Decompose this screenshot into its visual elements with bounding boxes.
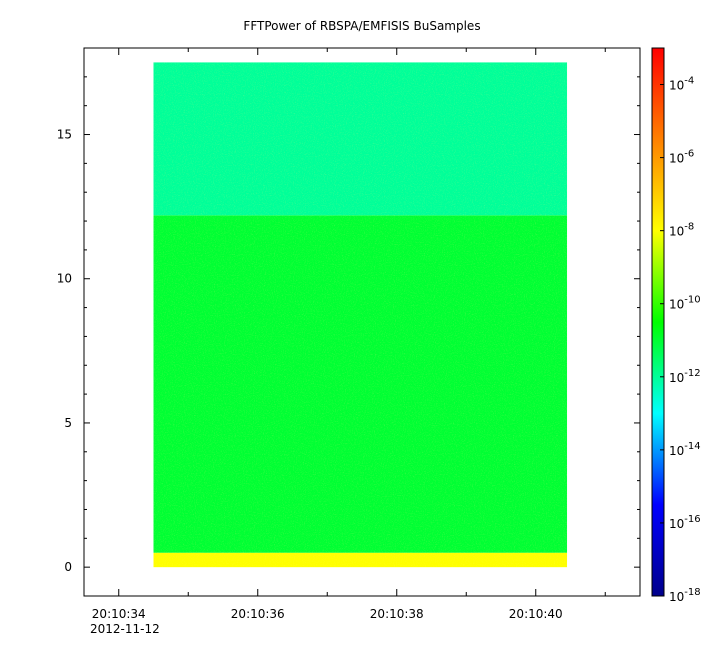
x-tick-label: 20:10:34 (92, 607, 146, 621)
y-tick-label: 0 (64, 560, 72, 574)
colorbar: 10-18 10-16 10-14 10-12 10-10 10-8 10-6 10-4 (651, 47, 701, 604)
chart-title: FFTPower of RBSPA/EMFISIS BuSamples (243, 19, 480, 33)
colorbar-tick-label: 10-16 (669, 514, 701, 531)
date-label: 2012-11-12 (90, 622, 160, 636)
colorbar-tick-label: 10-14 (669, 441, 701, 458)
colorbar-tick-label: 10-6 (669, 149, 694, 166)
x-tick-label: 20:10:38 (370, 607, 424, 621)
spectrogram-texture (153, 62, 568, 568)
colorbar-tick-label: 10-10 (669, 295, 701, 312)
x-axis: 20:10:34 20:10:36 20:10:38 20:10:40 (92, 48, 606, 621)
colorbar-tick-label: 10-4 (669, 76, 694, 93)
colorbar-tick-label: 10-18 (669, 587, 701, 604)
colorbar-tick-label: 10-8 (669, 222, 694, 239)
y-axis: 0 5 10 15 (57, 47, 640, 597)
y-tick-label: 5 (64, 416, 72, 430)
y-tick-label: 15 (57, 128, 72, 142)
colorbar-gradient (651, 47, 665, 597)
plot-frame (83, 47, 641, 597)
y-tick-label: 10 (57, 272, 72, 286)
x-tick-label: 20:10:40 (509, 607, 563, 621)
colorbar-tick-label: 10-12 (669, 368, 701, 385)
plot-area (153, 62, 568, 568)
x-tick-label: 20:10:36 (231, 607, 285, 621)
